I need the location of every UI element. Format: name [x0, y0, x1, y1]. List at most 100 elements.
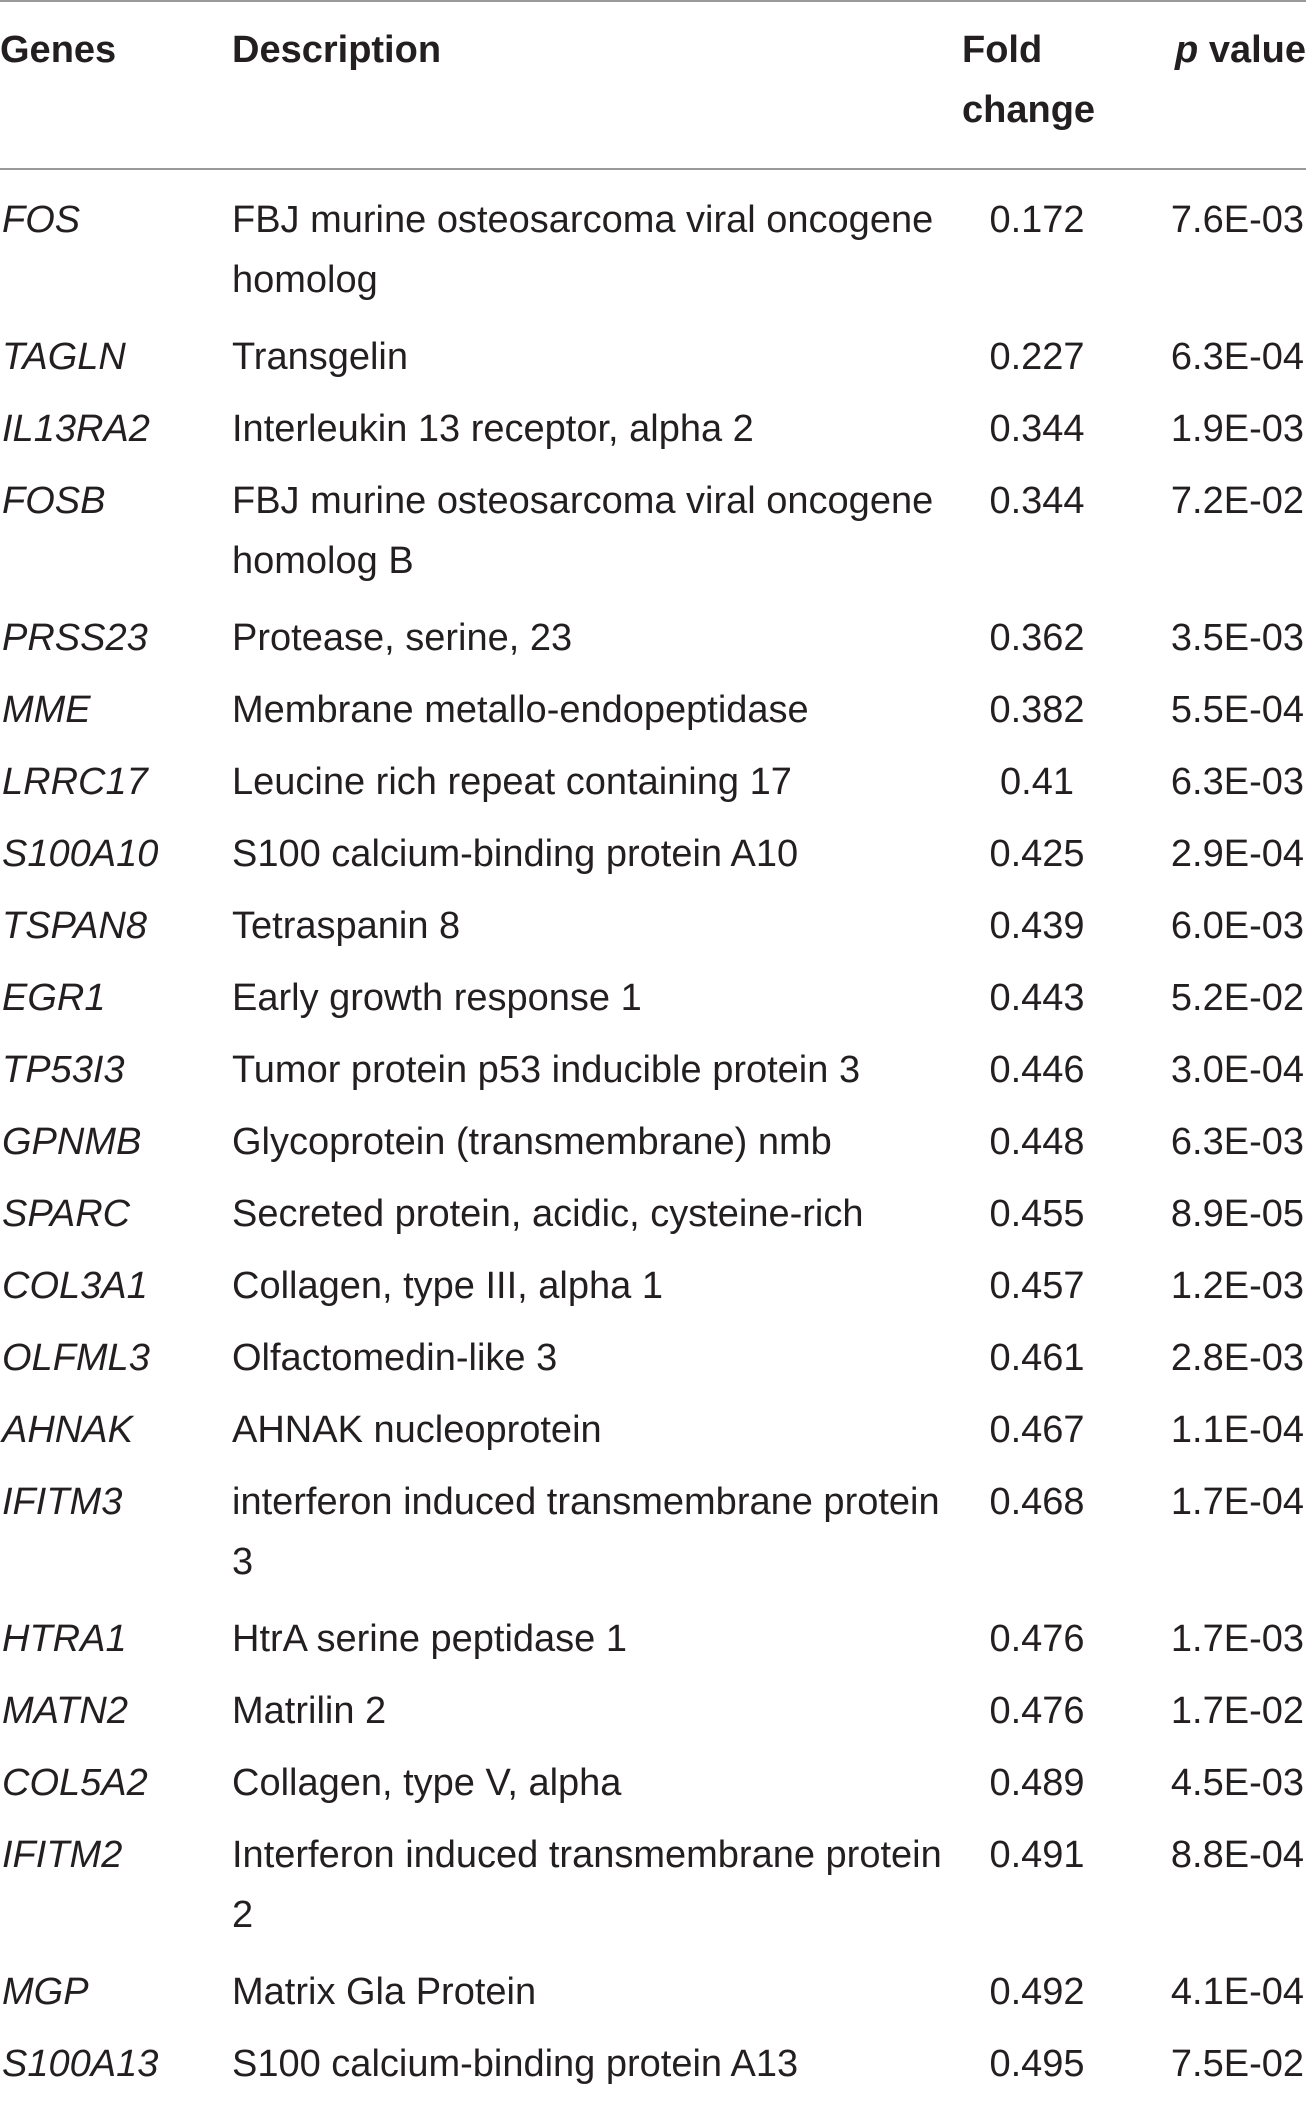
description-cell: Matrilin 2	[232, 1690, 387, 1732]
table-row: S100A13 S100 calcium-binding protein A13 0…	[0, 2022, 1306, 2094]
table-row: MATN2 Matrilin 2 0.476 1.7E-02	[0, 1669, 1306, 1741]
gene-cell: S100A10	[2, 833, 159, 875]
p-value-cell: 7.6E-03	[1170, 199, 1304, 241]
table-row: IL13RA2 Interleukin 13 receptor, alpha 2 0…	[0, 387, 1306, 459]
description-cell: Interferon induced transmembrane protein…	[232, 1834, 942, 1936]
header-description: Description	[232, 0, 962, 170]
fold-change-cell: 0.476	[989, 1618, 1085, 1660]
fold-change-cell: 0.41	[1000, 761, 1074, 803]
gene-cell: PRSS23	[2, 617, 148, 659]
fold-change-cell: 0.227	[989, 336, 1085, 378]
fold-change-cell: 0.446	[989, 1049, 1085, 1091]
p-value-cell: 8.9E-05	[1170, 1193, 1304, 1235]
description-cell: Olfactomedin-like 3	[232, 1337, 558, 1379]
description-cell: Early growth response 1	[232, 977, 642, 1019]
description-cell: AHNAK nucleoprotein	[232, 1409, 602, 1451]
table-row: MME Membrane metallo-endopeptidase 0.382 5.…	[0, 668, 1306, 740]
gene-cell: COL3A1	[2, 1265, 148, 1307]
description-cell: Protease, serine, 23	[232, 617, 573, 659]
p-value-cell: 2.9E-04	[1170, 833, 1304, 875]
header-row: Genes Description Fold change p value	[0, 0, 1306, 170]
table-body: FOS FBJ murine osteosarcoma viral oncogen…	[0, 169, 1306, 2094]
gene-cell: MATN2	[2, 1690, 128, 1732]
header-fold-change: Fold change	[962, 0, 1112, 170]
p-value-cell: 5.2E-02	[1170, 977, 1304, 1019]
table-row: PRSS23 Protease, serine, 23 0.362 3.5E-03	[0, 596, 1306, 668]
gene-cell: S100A13	[2, 2043, 159, 2085]
gene-cell: MGP	[2, 1971, 89, 2013]
description-cell: Secreted protein, acidic, cysteine-rich	[232, 1193, 864, 1235]
fold-change-cell: 0.382	[989, 689, 1085, 731]
gene-cell: OLFML3	[2, 1337, 150, 1379]
table-row: MGP Matrix Gla Protein 0.492 4.1E-04	[0, 1950, 1306, 2022]
description-cell: Matrix Gla Protein	[232, 1971, 537, 2013]
fold-change-cell: 0.425	[989, 833, 1085, 875]
description-cell: Membrane metallo-endopeptidase	[232, 689, 809, 731]
table-row: EGR1 Early growth response 1 0.443 5.2E-02	[0, 956, 1306, 1028]
table-row: HTRA1 HtrA serine peptidase 1 0.476 1.7E-03	[0, 1597, 1306, 1669]
description-cell: Interleukin 13 receptor, alpha 2	[232, 408, 754, 450]
table-row: COL3A1 Collagen, type III, alpha 1 0.457 1.…	[0, 1244, 1306, 1316]
gene-cell: HTRA1	[2, 1618, 127, 1660]
table-row: FOSB FBJ murine osteosarcoma viral oncoge…	[0, 459, 1306, 596]
p-value-cell: 1.7E-02	[1170, 1690, 1304, 1732]
table-row: OLFML3 Olfactomedin-like 3 0.461 2.8E-03	[0, 1316, 1306, 1388]
table-row: AHNAK AHNAK nucleoprotein 0.467 1.1E-04	[0, 1388, 1306, 1460]
p-value-cell: 3.5E-03	[1170, 617, 1304, 659]
p-value-cell: 4.1E-04	[1170, 1971, 1304, 2013]
fold-change-cell: 0.439	[989, 905, 1085, 947]
table-row: IFITM2 Interferon induced transmembrane p…	[0, 1813, 1306, 1950]
table-row: FOS FBJ murine osteosarcoma viral oncogen…	[0, 169, 1306, 315]
p-value-cell: 1.7E-03	[1170, 1618, 1304, 1660]
table-row: TSPAN8 Tetraspanin 8 0.439 6.0E-03	[0, 884, 1306, 956]
table-row: TAGLN Transgelin 0.227 6.3E-04	[0, 315, 1306, 387]
fold-change-cell: 0.172	[989, 199, 1085, 241]
fold-change-cell: 0.489	[989, 1762, 1085, 1804]
description-cell: HtrA serine peptidase 1	[232, 1618, 628, 1660]
header-p-label: value	[1198, 29, 1306, 71]
gene-cell: TSPAN8	[2, 905, 148, 947]
table-row: IFITM3 interferon induced transmembrane p…	[0, 1460, 1306, 1597]
p-value-cell: 6.3E-03	[1170, 1121, 1304, 1163]
p-value-cell: 6.3E-04	[1170, 336, 1304, 378]
gene-cell: GPNMB	[2, 1121, 142, 1163]
p-value-cell: 6.0E-03	[1170, 905, 1304, 947]
table-row: TP53I3 Tumor protein p53 inducible protei…	[0, 1028, 1306, 1100]
fold-change-cell: 0.362	[989, 617, 1085, 659]
gene-cell: FOSB	[2, 480, 106, 522]
fold-change-cell: 0.344	[989, 480, 1085, 522]
gene-cell: LRRC17	[2, 761, 148, 803]
fold-change-cell: 0.495	[989, 2043, 1085, 2085]
p-value-cell: 7.2E-02	[1170, 480, 1304, 522]
table-row: SPARC Secreted protein, acidic, cysteine-…	[0, 1172, 1306, 1244]
fold-change-cell: 0.468	[989, 1481, 1085, 1523]
gene-cell: TP53I3	[2, 1049, 125, 1091]
description-cell: Collagen, type V, alpha	[232, 1762, 622, 1804]
table-row: GPNMB Glycoprotein (transmembrane) nmb 0.4…	[0, 1100, 1306, 1172]
p-value-cell: 4.5E-03	[1170, 1762, 1304, 1804]
gene-cell: SPARC	[2, 1193, 131, 1235]
gene-cell: AHNAK	[2, 1409, 133, 1451]
header-p-symbol: p	[1175, 29, 1199, 71]
fold-change-cell: 0.461	[989, 1337, 1085, 1379]
description-cell: interferon induced transmembrane protein…	[232, 1481, 940, 1583]
fold-change-cell: 0.457	[989, 1265, 1085, 1307]
fold-change-cell: 0.492	[989, 1971, 1085, 2013]
description-cell: Collagen, type III, alpha 1	[232, 1265, 663, 1307]
fold-change-cell: 0.344	[989, 408, 1085, 450]
p-value-cell: 1.1E-04	[1170, 1409, 1304, 1451]
p-value-cell: 1.2E-03	[1170, 1265, 1304, 1307]
header-p-value: p value	[1112, 0, 1306, 170]
fold-change-cell: 0.476	[989, 1690, 1085, 1732]
fold-change-cell: 0.448	[989, 1121, 1085, 1163]
p-value-cell: 1.7E-04	[1170, 1481, 1304, 1523]
description-cell: FBJ murine osteosarcoma viral oncogene h…	[232, 199, 934, 301]
description-cell: Tetraspanin 8	[232, 905, 461, 947]
description-cell: S100 calcium-binding protein A13	[232, 2043, 799, 2085]
p-value-cell: 5.5E-04	[1170, 689, 1304, 731]
table-row: S100A10 S100 calcium-binding protein A10 0…	[0, 812, 1306, 884]
p-value-cell: 1.9E-03	[1170, 408, 1304, 450]
description-cell: Glycoprotein (transmembrane) nmb	[232, 1121, 832, 1163]
description-cell: Transgelin	[232, 336, 409, 378]
